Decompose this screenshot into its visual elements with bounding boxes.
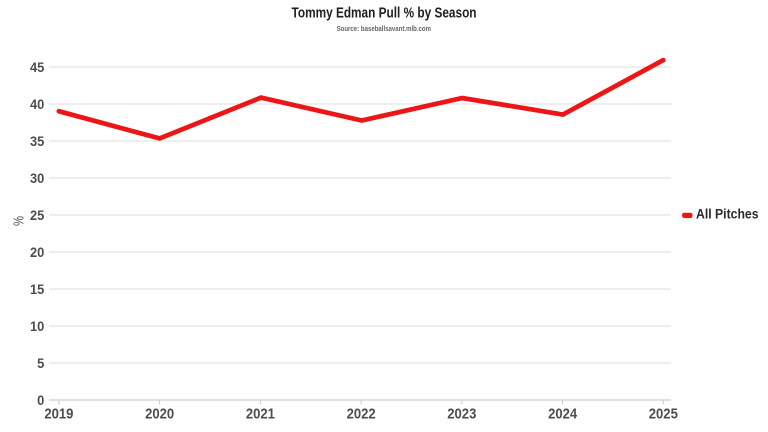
svg-text:2024: 2024	[548, 406, 577, 422]
svg-text:2022: 2022	[347, 406, 376, 422]
svg-text:2025: 2025	[649, 406, 678, 422]
svg-text:All Pitches: All Pitches	[696, 206, 759, 222]
svg-text:10: 10	[30, 319, 44, 335]
svg-text:Tommy Edman Pull % by Season: Tommy Edman Pull % by Season	[292, 4, 477, 21]
svg-text:5: 5	[37, 356, 45, 372]
svg-text:15: 15	[30, 282, 45, 298]
svg-text:40: 40	[30, 97, 44, 113]
svg-text:2021: 2021	[246, 406, 275, 422]
svg-text:2020: 2020	[145, 406, 174, 422]
svg-text:0: 0	[37, 393, 44, 409]
svg-text:Source: baseballsavant.mlb.com: Source: baseballsavant.mlb.com	[337, 25, 432, 32]
svg-text:35: 35	[30, 134, 45, 150]
svg-text:%: %	[10, 216, 27, 226]
svg-text:45: 45	[30, 60, 45, 76]
svg-text:2023: 2023	[447, 406, 476, 422]
svg-text:25: 25	[30, 208, 45, 224]
svg-text:2019: 2019	[44, 406, 73, 422]
svg-text:20: 20	[30, 245, 44, 261]
svg-text:30: 30	[30, 171, 44, 187]
